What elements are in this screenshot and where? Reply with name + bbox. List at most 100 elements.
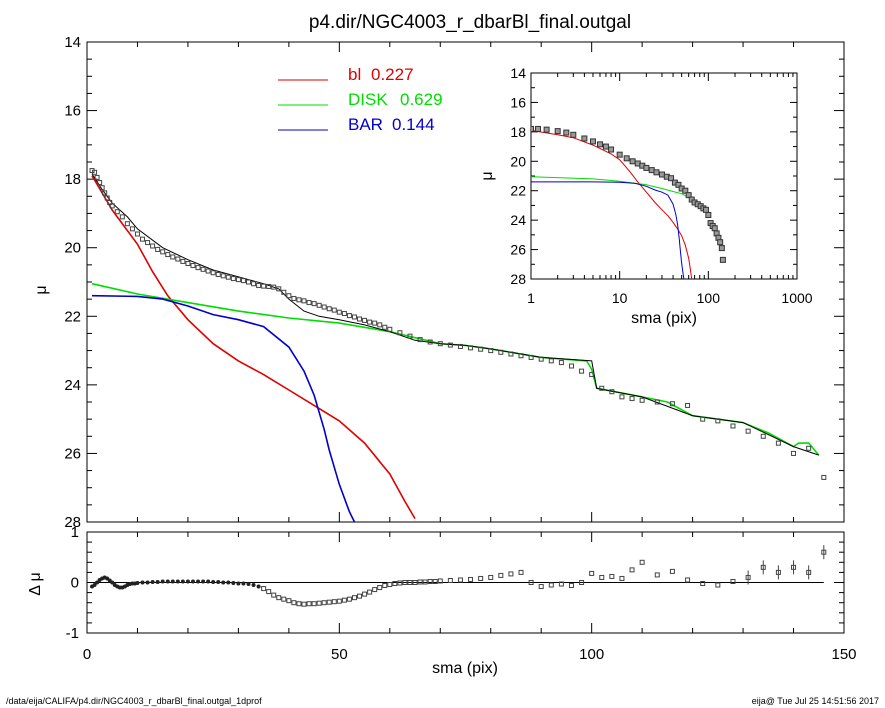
data-point-main — [286, 293, 292, 299]
inset-data-point — [554, 128, 561, 135]
inset-y-tick-label: 16 — [510, 94, 526, 110]
residual-point — [221, 580, 226, 585]
residual-point — [271, 592, 277, 598]
inset-x-axis-label: sma (pix) — [631, 310, 697, 327]
legend-name-bar: BAR — [348, 115, 383, 134]
inset-data-point — [570, 131, 577, 138]
data-point-main — [225, 274, 231, 280]
residual-point — [468, 576, 474, 582]
data-point-main — [104, 195, 110, 201]
data-point-main — [155, 246, 161, 252]
inset-data-point — [629, 158, 636, 165]
data-point-main — [195, 265, 201, 271]
inset-data-point — [531, 125, 534, 132]
inset-tick-labels: 14 16 18 20 22 24 26 281 10 100 1000 — [510, 65, 812, 306]
data-point-main — [760, 433, 766, 439]
data-point-main — [417, 337, 423, 343]
data-point-main — [190, 263, 196, 269]
residual-point — [392, 581, 398, 587]
residual-point — [407, 580, 413, 585]
residual-point — [231, 581, 236, 586]
residual-y-axis-label: Δ μ — [27, 572, 44, 595]
data-point-main — [700, 416, 706, 422]
residual-point — [367, 589, 373, 595]
inset-y-tick-label: 28 — [510, 271, 526, 287]
data-point-main — [357, 316, 363, 322]
residual-point — [331, 599, 337, 605]
inset-data-point — [608, 146, 615, 153]
inset-data-point — [668, 175, 675, 182]
data-point-main — [377, 322, 383, 328]
inset-series — [531, 125, 726, 279]
residual-x-axis-label: sma (pix) — [432, 660, 498, 677]
main-y-tick-label: 16 — [64, 103, 81, 120]
residual-point — [326, 599, 332, 605]
residual-point — [346, 596, 352, 602]
residual-point — [498, 572, 504, 578]
residual-panel: 10-10 50 100 150 Δ μ sma (pix) — [27, 524, 857, 677]
residual-point — [639, 559, 645, 565]
data-point-main — [336, 309, 342, 315]
inset-data-point — [623, 155, 630, 162]
inset-x-tick-label: 1000 — [781, 290, 812, 306]
data-point-main — [114, 209, 120, 215]
data-point-main — [372, 320, 378, 326]
data-point-main — [210, 270, 216, 276]
residual-point — [362, 591, 368, 597]
inset-data-point — [685, 192, 692, 199]
data-point-main — [488, 348, 494, 354]
data-point-main — [498, 349, 504, 355]
residual-point — [316, 600, 322, 606]
data-point-main — [235, 277, 241, 283]
data-point-main — [437, 341, 443, 347]
data-point-main — [205, 268, 211, 274]
legend: bl 0.227 DISK 0.629 BAR 0.144 — [278, 65, 443, 134]
residual-point — [528, 580, 534, 585]
residual-point — [236, 581, 241, 586]
residual-x-tick-label: 0 — [83, 646, 91, 663]
residual-point — [341, 597, 347, 603]
footer-left: /data/eija/CALIFA/p4.dir/NGC4003_r_dbarB… — [6, 696, 262, 706]
inset-y-tick-label: 14 — [510, 65, 526, 81]
data-point-main — [528, 354, 534, 360]
residual-point — [579, 580, 585, 585]
data-point-main — [107, 199, 113, 205]
data-point-main — [745, 428, 751, 434]
data-point-main — [170, 254, 176, 260]
data-point-main — [346, 313, 352, 319]
residual-point — [538, 584, 544, 590]
residual-point — [397, 580, 403, 586]
inset-data-point — [543, 126, 550, 133]
residual-point — [609, 573, 615, 579]
residual-point — [160, 579, 165, 584]
residual-point — [180, 579, 185, 584]
data-point-main — [468, 345, 474, 351]
legend-name-disk: DISK — [348, 90, 388, 109]
residual-point — [206, 579, 211, 584]
data-point-main — [331, 307, 337, 313]
residual-point — [226, 580, 231, 585]
residual-point — [321, 600, 327, 606]
residual-point — [508, 571, 514, 577]
data-point-main — [245, 279, 251, 285]
inset-y-tick-label: 20 — [510, 153, 526, 169]
data-point-main — [256, 282, 262, 288]
inset-data-point — [602, 143, 609, 150]
data-point-main — [97, 180, 103, 186]
residual-point — [266, 589, 272, 595]
main-y-tick-labels: 14 16 18 20 22 24 26 28 — [64, 34, 81, 531]
residual-point — [281, 596, 287, 602]
residual-point — [685, 577, 691, 583]
residual-y-tick-label: -1 — [66, 625, 79, 642]
residual-point — [216, 579, 221, 584]
residual-point — [246, 582, 251, 587]
inset-y-tick-label: 22 — [510, 183, 526, 199]
data-point-main — [311, 301, 317, 307]
residual-point — [548, 582, 554, 588]
data-point-main — [276, 286, 282, 292]
residual-point — [619, 575, 625, 581]
residual-point — [654, 572, 660, 578]
data-point-main — [180, 258, 186, 264]
residual-point — [715, 582, 721, 588]
data-point-main — [619, 394, 625, 400]
